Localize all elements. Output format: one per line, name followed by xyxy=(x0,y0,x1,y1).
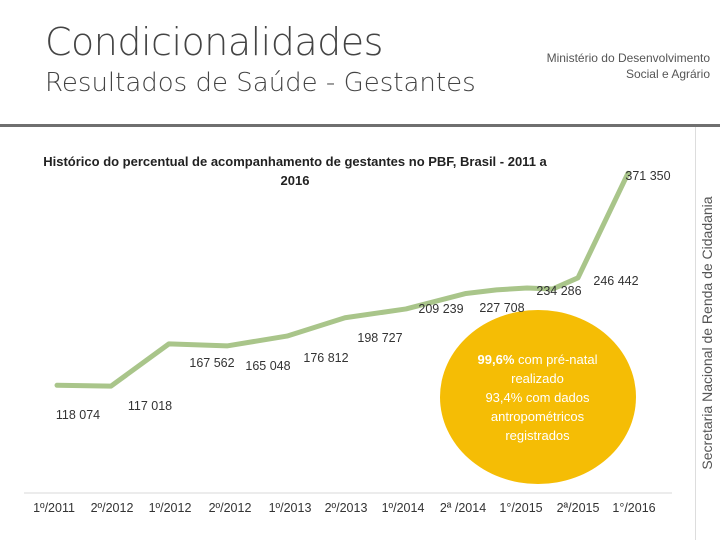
data-label: 117 018 xyxy=(128,399,172,413)
callout-oval xyxy=(440,310,636,484)
ministry-line-2: Social e Agrário xyxy=(625,67,710,81)
x-tick-label: 1º/2013 xyxy=(269,501,312,515)
page-title: Condicionalidades xyxy=(45,20,383,64)
data-label: 209 239 xyxy=(418,302,463,316)
callout-line-1: 99,6% com pré-natal realizado xyxy=(470,350,605,388)
x-tick-label: 2º/2013 xyxy=(325,501,368,515)
chart-title: Histórico do percentual de acompanhament… xyxy=(43,154,547,188)
callout-pct-1: 99,6% xyxy=(477,352,515,367)
page-subtitle: Resultados de Saúde - Gestantes xyxy=(45,68,476,98)
data-label: 176 812 xyxy=(303,351,348,365)
header-divider xyxy=(0,124,720,127)
data-label: 118 074 xyxy=(56,408,100,422)
x-tick-label: 2ª /2014 xyxy=(440,501,486,515)
ministry-logo-text: Ministério do Desenvolvimento Social e A… xyxy=(547,50,710,82)
data-label: 165 048 xyxy=(245,359,290,373)
data-label: 198 727 xyxy=(357,331,402,345)
x-tick-label: 1º/2011 xyxy=(33,501,75,515)
data-label: 227 708 xyxy=(479,301,524,315)
x-tick-label: 1°/2015 xyxy=(499,501,542,515)
callout-text: 99,6% com pré-natal realizado 93,4% com … xyxy=(470,350,605,445)
x-tick-label: 2º/2012 xyxy=(209,501,252,515)
data-label: 246 442 xyxy=(593,274,638,288)
x-tick-label: 2º/2012 xyxy=(91,501,134,515)
callout-line-2: 93,4% com dados antropométricos registra… xyxy=(485,390,590,443)
data-label: 167 562 xyxy=(189,356,234,370)
side-banner xyxy=(695,127,720,540)
x-tick-label: 1º/2012 xyxy=(149,501,192,515)
callout-text-1: com pré-natal realizado xyxy=(511,352,598,386)
x-tick-label: 1º/2014 xyxy=(382,501,425,515)
data-label: 371 350 xyxy=(625,169,670,183)
data-label: 234 286 xyxy=(536,284,581,298)
x-tick-label: 1°/2016 xyxy=(612,501,655,515)
x-tick-label: 2ª/2015 xyxy=(557,501,600,515)
ministry-line-1: Ministério do Desenvolvimento xyxy=(546,51,710,65)
